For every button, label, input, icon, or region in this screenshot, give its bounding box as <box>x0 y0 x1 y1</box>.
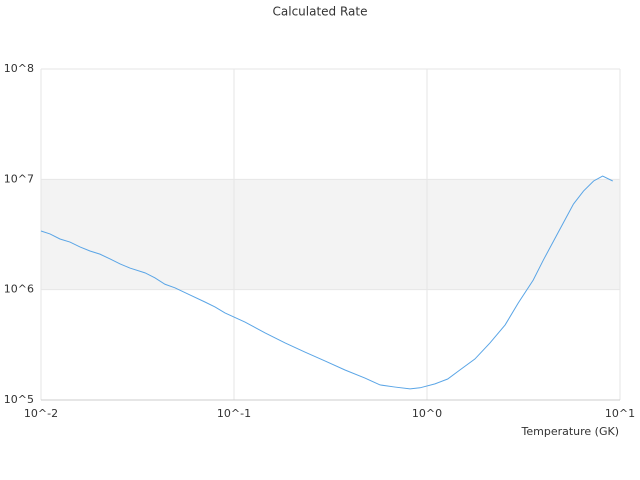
y-tick-label: 10^7 <box>4 172 34 185</box>
chart-title: Calculated Rate <box>273 5 368 19</box>
plot-background <box>41 179 620 290</box>
x-axis-label: Temperature (GK) <box>521 425 620 438</box>
x-tick-label: 10^0 <box>412 407 442 420</box>
plot-band <box>41 179 620 290</box>
y-tick-label: 10^5 <box>4 393 34 406</box>
data-line <box>40 175 613 390</box>
y-tick-label: 10^6 <box>4 283 34 296</box>
x-tick-label: 10^-1 <box>217 407 251 420</box>
y-tick-label: 10^8 <box>4 62 34 75</box>
x-tick-label: 10^-2 <box>24 407 58 420</box>
x-tick-label: 10^1 <box>605 407 635 420</box>
